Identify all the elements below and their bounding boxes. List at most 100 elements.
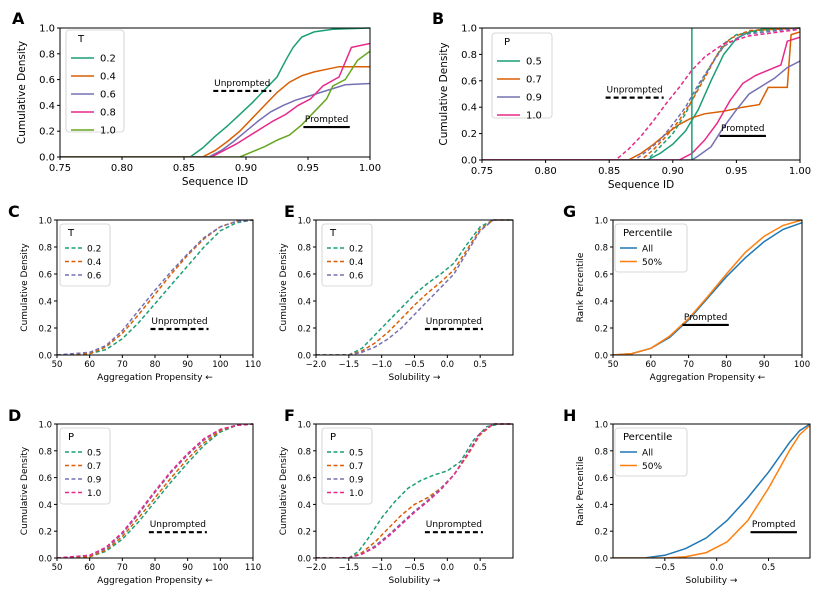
legend-entry-label: 0.7 xyxy=(526,75,542,86)
y-tick-label: 0.4 xyxy=(38,501,52,511)
legend-box xyxy=(614,223,688,273)
y-tick-label: 0.6 xyxy=(297,271,311,281)
x-tick-label: −0.5 xyxy=(655,563,676,573)
legend-entry-label: 0.5 xyxy=(526,57,542,68)
x-tick-label: 1.00 xyxy=(359,163,381,174)
x-tick-label: 50 xyxy=(52,563,63,573)
legend-box xyxy=(614,427,688,477)
y-tick-label: 0.8 xyxy=(297,447,311,457)
series-line-1.0 xyxy=(482,36,800,160)
legend-entry-label: 0.2 xyxy=(100,54,116,65)
y-axis-label: Rank Percentile xyxy=(576,456,586,526)
legend-box xyxy=(65,29,125,133)
x-tick-label: 0.90 xyxy=(235,163,257,174)
series-line-0.8 xyxy=(60,42,370,157)
series-line-0.5 xyxy=(316,423,513,558)
plot-frame xyxy=(612,423,811,559)
y-tick-label: 0.0 xyxy=(461,156,477,167)
y-tick-label: 0.6 xyxy=(297,474,311,484)
series-line-1.0 xyxy=(60,50,370,157)
x-tick-label: 0.80 xyxy=(534,166,556,177)
series-line-0.2 xyxy=(316,219,513,355)
x-tick-label: 0.5 xyxy=(473,360,487,370)
legend: T 0.2 0.4 0.6 xyxy=(321,223,373,287)
legend-box xyxy=(321,223,373,287)
x-axis-label: Aggregation Propensity ← xyxy=(97,373,213,383)
y-tick-label: 0.4 xyxy=(39,101,55,112)
x-tick-label: 0.95 xyxy=(297,163,319,174)
y-tick-label: 0.0 xyxy=(39,153,55,164)
legend-entry-label: 0.2 xyxy=(87,245,101,255)
y-tick-label: 1.0 xyxy=(38,217,52,227)
x-axis-label: Aggregation Propensity ← xyxy=(650,373,766,383)
x-tick-label: −1.5 xyxy=(339,563,360,573)
series-line-0.5 xyxy=(482,27,800,160)
panel-B: B 0.0 0.2 0.4 0.6 0.8 1.0 0.75 0.80 0.85 0.90 0.95 1… xyxy=(432,9,811,191)
x-axis-label: Sequence ID xyxy=(608,179,674,191)
x-tick-label: 80 xyxy=(150,563,161,573)
x-tick-label: 0.95 xyxy=(725,166,747,177)
x-tick-label: −1.5 xyxy=(339,360,360,370)
x-tick-label: 0.85 xyxy=(598,166,620,177)
y-tick-label: 0.2 xyxy=(38,325,52,335)
legend-entry-label: 0.4 xyxy=(349,258,364,268)
panel-letter: H xyxy=(563,406,576,425)
annotation-label: Prompted xyxy=(721,124,765,134)
panel-E: E 0.0 0.2 0.4 0.6 0.8 1.0 −2.0 −1.5 −1.0 −0.5 0.0 0.… xyxy=(279,202,514,383)
annotation-label: Unprompted xyxy=(150,520,206,530)
legend-box xyxy=(59,427,111,505)
legend-entry-label: All xyxy=(642,245,653,255)
y-tick-label: 1.0 xyxy=(297,421,311,431)
y-tick-label: 0.6 xyxy=(38,271,52,281)
y-tick-label: 0.8 xyxy=(594,244,608,254)
legend-title: Percentile xyxy=(623,432,672,443)
series-line-0.7 xyxy=(482,31,800,160)
annotation-label: Unprompted xyxy=(151,317,207,327)
series-group xyxy=(316,219,513,355)
x-tick-label: 60 xyxy=(84,360,95,370)
legend-entry-label: 0.4 xyxy=(87,258,102,268)
x-tick-label: 100 xyxy=(212,360,228,370)
y-tick-label: 0.6 xyxy=(39,75,55,86)
panel-D: D 0.0 0.2 0.4 0.6 0.8 1.0 50 60 70 80 90 100 110 Aggre… xyxy=(8,406,261,586)
series-line-0.4 xyxy=(57,219,253,355)
legend-entry-label: 1.0 xyxy=(349,489,364,499)
x-axis-label: Solubility → xyxy=(389,373,441,383)
y-tick-label: 0.6 xyxy=(38,474,52,484)
x-tick-label: 70 xyxy=(683,360,694,370)
y-tick-label: 0.2 xyxy=(38,528,52,538)
y-tick-label: 0.8 xyxy=(39,49,55,60)
y-axis-label: Cumulative Density xyxy=(279,243,289,332)
annotation-label: Unprompted xyxy=(214,79,270,89)
x-tick-label: −2.0 xyxy=(306,360,327,370)
series-group xyxy=(57,219,253,355)
y-axis-label: Rank Percentile xyxy=(576,252,586,322)
legend-entry-label: 0.6 xyxy=(349,272,364,282)
x-tick-label: 0.0 xyxy=(710,563,724,573)
legend: P 0.5 0.7 0.9 1.0 xyxy=(59,427,111,505)
series-line-0.6 xyxy=(316,219,513,355)
series-group xyxy=(613,423,810,558)
x-tick-label: −2.0 xyxy=(306,563,327,573)
legend-entry-label: All xyxy=(642,449,653,459)
x-tick-label: 100 xyxy=(794,360,810,370)
y-tick-label: 0.4 xyxy=(594,501,608,511)
panel-F: F 0.0 0.2 0.4 0.6 0.8 1.0 −2.0 −1.5 −1.0 −0.5 0.0 0.… xyxy=(279,406,514,586)
annotation-label: Prompted xyxy=(752,520,796,530)
legend-title: T xyxy=(329,228,337,239)
series-line-0.9 xyxy=(57,423,253,558)
legend: T 0.2 0.4 0.6 xyxy=(59,223,111,287)
panel-H: H 0.0 0.2 0.4 0.6 0.8 1.0 −0.5 0.0 0.5 Solubility … xyxy=(563,406,811,586)
legend-entry-label: 1.0 xyxy=(526,111,542,122)
legend-title: Percentile xyxy=(623,228,672,239)
annotation-label: Unprompted xyxy=(606,86,662,96)
series-line-0.5-unprompted xyxy=(482,27,800,160)
legend-entry-label: 0.2 xyxy=(349,245,363,255)
annotation-label: Prompted xyxy=(684,313,728,323)
legend-entry-label: 0.6 xyxy=(87,272,102,282)
y-tick-label: 0.0 xyxy=(297,352,311,362)
x-tick-label: 0.0 xyxy=(441,360,455,370)
y-tick-label: 0.2 xyxy=(594,325,608,335)
y-tick-label: 0.4 xyxy=(38,298,52,308)
